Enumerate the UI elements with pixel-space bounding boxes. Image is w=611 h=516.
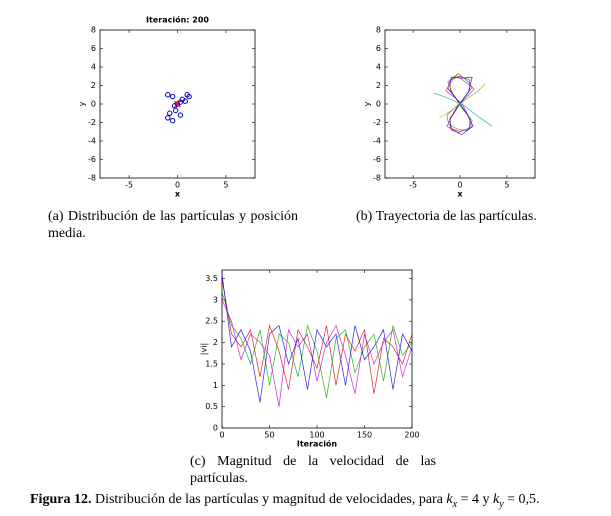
- y-axis-label: y: [363, 101, 372, 106]
- y-tick-label: 0.5: [205, 402, 218, 411]
- particle: [177, 112, 184, 118]
- series-line: [446, 73, 473, 132]
- subcaption: (a) Distribución de las partículas y pos…: [48, 209, 298, 241]
- x-tick-label: 0: [457, 181, 462, 190]
- plot-content: [165, 92, 192, 124]
- x-tick-label: 0: [175, 181, 180, 190]
- y-tick-label: 2: [376, 81, 381, 90]
- y-tick-label: 2: [91, 81, 96, 90]
- caption-text: Distribución de las partículas y magnitu…: [94, 492, 447, 507]
- x-tick-label: 200: [404, 431, 419, 440]
- series-line: [439, 83, 486, 119]
- y-tick-label: 4: [376, 63, 381, 72]
- y-tick-label: -8: [88, 174, 96, 183]
- series-line: [222, 291, 412, 399]
- caption-math: k: [492, 492, 500, 507]
- y-tick-label: 6: [376, 44, 381, 53]
- x-tick-label: 0: [219, 431, 224, 440]
- caption-text: = 0,5.: [503, 492, 540, 507]
- chart-title: Iteración: 200: [146, 15, 209, 25]
- x-tick-label: 150: [357, 431, 372, 440]
- y-tick-label: 1.5: [205, 359, 218, 368]
- x-tick-label: -5: [409, 181, 417, 190]
- caption-text: = 4 y: [457, 492, 493, 507]
- particle: [186, 93, 192, 100]
- y-tick-label: 0: [213, 424, 218, 433]
- y-tick-label: -2: [373, 118, 381, 127]
- particle: [182, 98, 188, 104]
- caption-math: k: [446, 492, 453, 507]
- y-tick-label: 2: [213, 338, 218, 347]
- y-tick-label: -2: [88, 118, 96, 127]
- y-tick-label: 1: [213, 381, 218, 390]
- y-tick-label: 3: [213, 295, 218, 304]
- x-tick-label: 100: [309, 431, 324, 440]
- y-tick-label: 0: [376, 100, 381, 109]
- x-axis-label: x: [175, 190, 181, 199]
- y-tick-label: 4: [91, 63, 96, 72]
- y-tick-label: 8: [91, 26, 96, 35]
- plot-area: [221, 269, 413, 429]
- particle: [169, 93, 176, 100]
- y-tick-label: -6: [373, 155, 381, 164]
- x-axis-label: x: [457, 190, 463, 199]
- y-tick-label: -6: [88, 155, 96, 164]
- mean-marker: [174, 100, 181, 108]
- plot-content: [433, 73, 493, 135]
- series-line: [447, 76, 474, 135]
- caption-label: Figura 12.: [30, 492, 92, 507]
- particle: [172, 107, 179, 114]
- subcaption: (b) Trayectoria de las partículas.: [356, 209, 537, 224]
- caption-math: x: [452, 498, 458, 510]
- series-line: [222, 274, 412, 403]
- caption-math: y: [499, 498, 504, 510]
- x-axis-label: Iteración: [297, 439, 338, 449]
- x-tick-label: 50: [264, 431, 274, 440]
- y-tick-label: -4: [88, 137, 96, 146]
- y-tick-label: 0: [91, 100, 96, 109]
- y-tick-label: -8: [373, 174, 381, 183]
- y-tick-label: -4: [373, 137, 381, 146]
- y-tick-label: 6: [91, 44, 96, 53]
- series-line: [433, 92, 493, 127]
- particle: [177, 99, 184, 105]
- y-axis-label: y: [78, 101, 87, 106]
- x-tick-label: 5: [223, 181, 228, 190]
- series-line: [222, 299, 412, 407]
- figure-caption: Figura 12. Distribución de las partícula…: [30, 491, 610, 513]
- particle: [167, 110, 173, 116]
- x-tick-label: 5: [504, 181, 509, 190]
- particle: [165, 92, 171, 98]
- y-tick-label: 3.5: [205, 274, 218, 283]
- y-axis-label: |vi|: [200, 343, 209, 355]
- series-line: [222, 278, 412, 394]
- plot-content: [222, 274, 412, 407]
- y-tick-label: 8: [376, 26, 381, 35]
- particle: [165, 115, 171, 121]
- subcaption: (c) Magnitud de la velocidad de las part…: [190, 454, 436, 486]
- y-tick-label: 2.5: [205, 317, 218, 326]
- particle: [169, 117, 176, 124]
- x-tick-label: -5: [125, 181, 133, 190]
